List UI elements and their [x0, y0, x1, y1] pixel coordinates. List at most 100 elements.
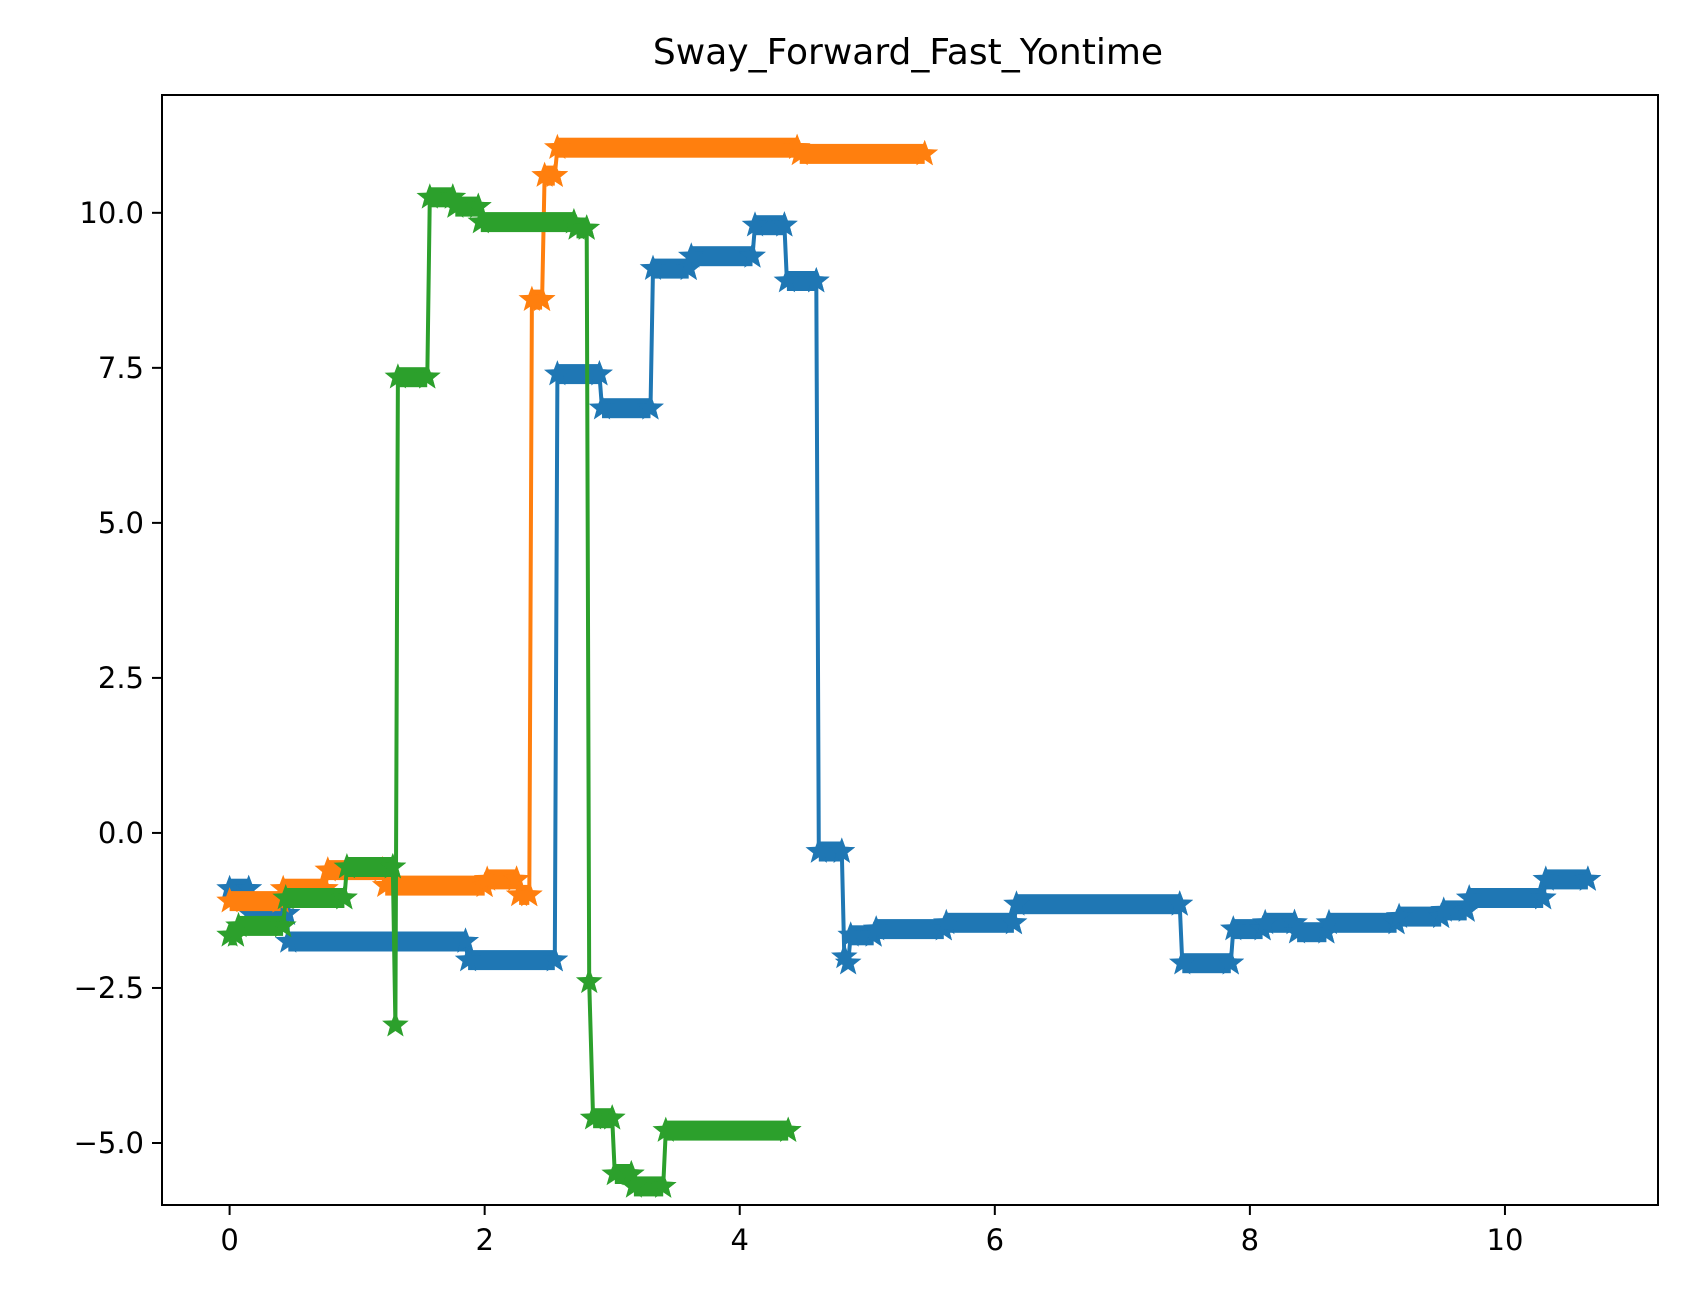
series-3-marker-band: [346, 857, 393, 877]
series-1-point: [452, 927, 479, 953]
y-tick-label: −5.0: [74, 1126, 144, 1160]
x-tick-label: 0: [220, 1223, 238, 1257]
series-1-marker-band: [1297, 922, 1327, 943]
series-2-point: [314, 856, 342, 882]
x-axis: 0 2 4 6 8 10: [220, 1205, 1523, 1257]
x-tick-label: 2: [475, 1223, 493, 1257]
series-1-point: [1281, 908, 1308, 935]
series-1-point: [1430, 896, 1458, 922]
series-1-point: [831, 943, 858, 969]
series-3-point: [416, 183, 444, 209]
x-tick-label: 4: [731, 1223, 749, 1257]
series-2-marker-band: [487, 869, 517, 890]
series-2-point: [783, 133, 811, 159]
series-2-marker-band: [799, 143, 925, 164]
series-1-point: [739, 242, 766, 268]
series-2-marker-band: [385, 875, 485, 896]
series-2-marker-band: [229, 891, 281, 912]
series-2-point: [269, 874, 297, 901]
series-layer: [216, 133, 1602, 1198]
series-1-point: [805, 837, 833, 863]
series-2-marker-band: [557, 137, 798, 158]
series-1-point: [586, 360, 613, 386]
y-tick-label: 7.5: [98, 351, 144, 385]
series-2-point: [503, 865, 530, 891]
series-2-point: [473, 865, 501, 891]
series-1-point: [541, 946, 569, 972]
series-1-point: [273, 899, 301, 925]
series-3-point: [333, 853, 361, 879]
series-1-marker-band: [602, 398, 651, 419]
series-3: [216, 183, 802, 1198]
series-3-point: [222, 921, 250, 947]
series-2-point: [505, 880, 533, 907]
series-1-marker-band: [691, 246, 753, 267]
series-3-point: [560, 208, 588, 234]
series-3-marker-band: [480, 212, 574, 233]
series-1-point: [828, 837, 856, 863]
series-3-marker-band: [397, 367, 428, 388]
series-1-point: [274, 927, 302, 953]
series-1-point: [1217, 949, 1245, 975]
series-1-point: [773, 267, 801, 293]
series-1-point: [1385, 902, 1413, 928]
series-1-point: [741, 211, 769, 237]
y-tick-label: 5.0: [98, 506, 144, 540]
series-1-point: [1532, 865, 1560, 891]
series-1-point: [1453, 896, 1480, 922]
series-3-point: [618, 1160, 645, 1186]
series-3-point: [269, 911, 297, 938]
series-1-point: [933, 908, 960, 935]
series-2-point: [518, 285, 546, 311]
series-3-point: [331, 884, 358, 910]
series-1-point: [1003, 890, 1030, 916]
series-1-marker-band: [288, 931, 466, 952]
series-3-point: [467, 208, 495, 234]
series-1-point: [1315, 908, 1343, 935]
series-3-point: [384, 363, 412, 389]
series-1-point: [588, 394, 616, 420]
series-1-point: [1166, 890, 1194, 916]
series-3-point: [601, 1160, 629, 1186]
x-tick-label: 10: [1487, 1223, 1524, 1257]
chart-title: Sway_Forward_Fast_Yontime: [653, 32, 1163, 73]
y-tick-label: 0.0: [98, 816, 144, 850]
series-2-point: [516, 880, 543, 907]
series-1-marker-band: [1233, 919, 1263, 940]
series-3-point: [382, 1011, 409, 1037]
series-3-point: [225, 911, 252, 938]
series-1-point: [235, 874, 262, 901]
series-1-marker-band: [1016, 894, 1180, 915]
series-3-marker-band: [238, 915, 284, 936]
series-3-point: [439, 183, 467, 209]
series-3-point: [652, 1116, 680, 1142]
series-2-point: [531, 161, 558, 187]
series-1-point: [637, 394, 664, 420]
series-1-point: [771, 211, 798, 237]
series-3-point: [774, 1116, 802, 1142]
series-1-marker-band: [876, 919, 944, 940]
series-1-point: [1283, 918, 1311, 944]
series-3-marker-band: [633, 1176, 664, 1197]
series-1-point: [454, 946, 482, 972]
series-2-point: [911, 139, 938, 166]
series-2-point: [528, 285, 556, 311]
series-3-point: [379, 853, 407, 879]
series-1-marker-band: [653, 258, 689, 279]
series-1-point: [837, 921, 864, 947]
series-1-point: [802, 267, 830, 293]
y-tick-label: 10.0: [79, 196, 144, 230]
series-3-point: [563, 214, 590, 240]
series-1-point: [639, 254, 667, 280]
series-3-point: [272, 884, 299, 910]
series-1-marker-band: [1469, 888, 1544, 908]
series-3-point: [414, 363, 441, 389]
series-3-point: [573, 214, 600, 240]
series-1-point: [678, 242, 705, 268]
y-tick-label: 2.5: [98, 661, 144, 695]
x-tick-label: 6: [986, 1223, 1004, 1257]
series-1-point: [1574, 865, 1602, 891]
series-3-point: [598, 1104, 626, 1130]
series-1-point: [1251, 908, 1279, 935]
